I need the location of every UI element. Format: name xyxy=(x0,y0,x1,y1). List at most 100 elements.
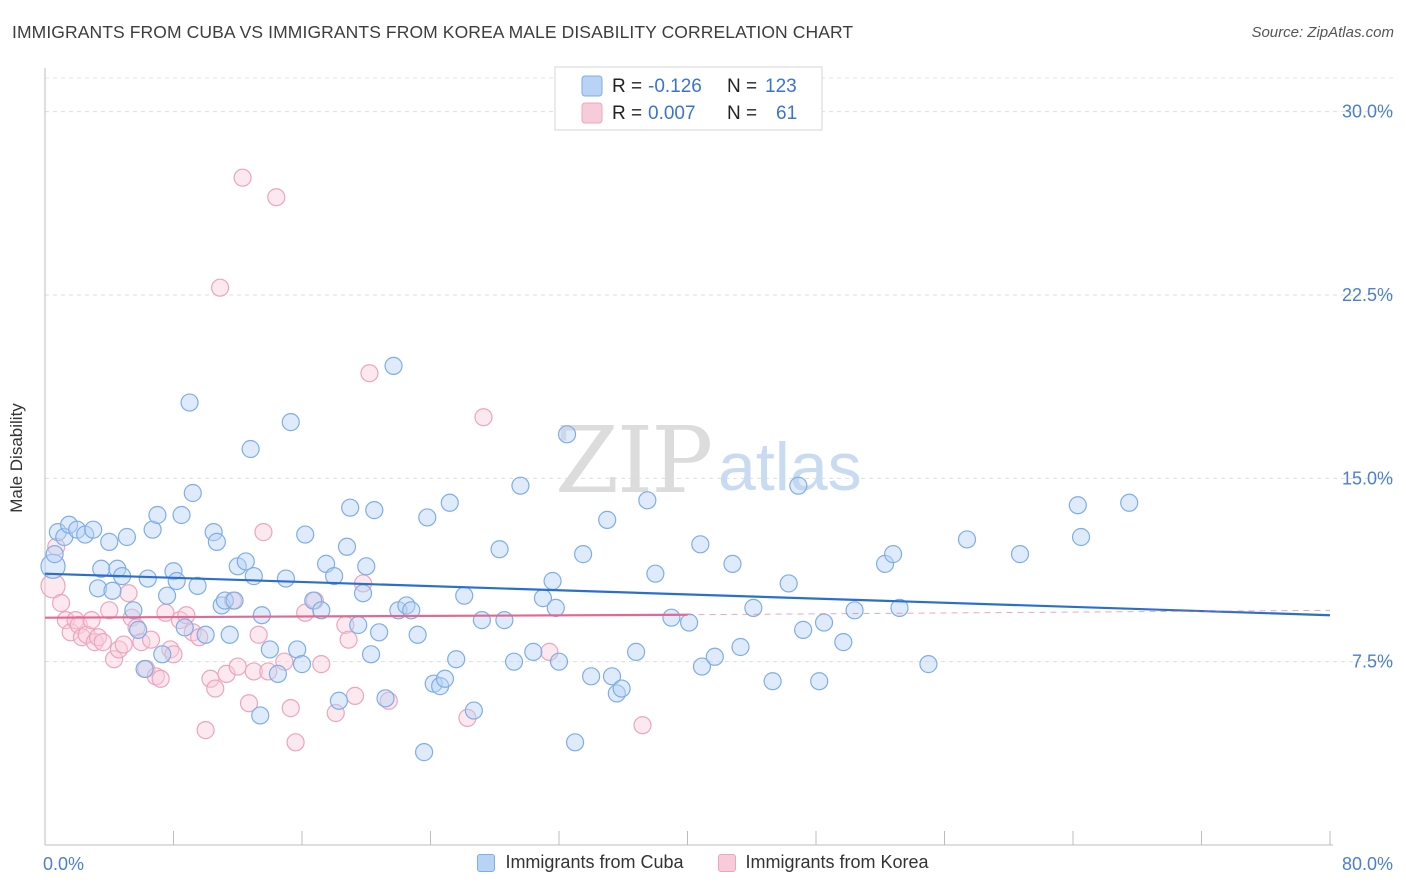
point-cuba-112 xyxy=(814,613,834,632)
bottom-legend-swatch-cuba xyxy=(477,853,496,872)
legend-r-value-korea: 0.007 xyxy=(648,103,696,124)
point-cuba-46 xyxy=(281,413,300,432)
point-cuba-70 xyxy=(418,508,437,527)
point-korea-14 xyxy=(104,650,124,669)
point-cuba-25 xyxy=(172,505,191,525)
point-korea-58 xyxy=(379,691,398,710)
point-korea-9 xyxy=(82,611,101,630)
point-cuba-86 xyxy=(546,598,565,617)
point-cuba-69 xyxy=(414,743,434,762)
point-cuba-11 xyxy=(103,581,122,600)
point-cuba-49 xyxy=(296,525,315,544)
point-cuba-89 xyxy=(565,733,585,752)
point-cuba-34 xyxy=(215,591,234,610)
point-cuba-88 xyxy=(557,425,577,444)
point-cuba-82 xyxy=(511,476,530,495)
point-cuba-31 xyxy=(204,523,223,542)
point-cuba-109 xyxy=(789,476,808,495)
legend-r-label-cuba: R = xyxy=(612,76,642,97)
trend-line-cuba xyxy=(44,572,1331,617)
point-cuba-26 xyxy=(175,618,194,637)
point-cuba-30 xyxy=(196,625,215,644)
point-cuba-79 xyxy=(490,540,509,559)
legend-n-value-korea: 61 xyxy=(776,103,797,124)
point-cuba-100 xyxy=(680,613,699,632)
point-cuba-54 xyxy=(329,691,349,710)
point-cuba-101 xyxy=(691,535,710,554)
point-cuba-76 xyxy=(455,586,474,605)
point-korea-39 xyxy=(233,168,252,187)
point-cuba-106 xyxy=(744,598,763,617)
point-cuba-90 xyxy=(573,545,593,564)
point-cuba-80 xyxy=(495,611,514,630)
point-cuba-55 xyxy=(337,537,357,556)
point-korea-5 xyxy=(66,611,85,630)
point-korea-60 xyxy=(474,408,493,427)
point-korea-59 xyxy=(458,708,477,727)
point-cuba-122 xyxy=(1071,527,1091,547)
point-cuba-32 xyxy=(207,532,226,551)
point-cuba-98 xyxy=(646,564,665,583)
point-cuba-123 xyxy=(1120,493,1139,512)
legend-n-label-cuba: N = xyxy=(727,76,757,97)
point-cuba-68 xyxy=(408,625,427,644)
point-cuba-28 xyxy=(183,483,202,503)
point-cuba-83 xyxy=(524,642,543,661)
point-cuba-19 xyxy=(143,520,162,539)
point-cuba-95 xyxy=(612,679,631,698)
point-cuba-92 xyxy=(598,510,617,529)
point-cuba-105 xyxy=(731,637,750,657)
point-cuba-91 xyxy=(582,667,601,686)
bottom-legend-swatch-korea xyxy=(717,853,736,872)
y-tick-label-1: 15.0% xyxy=(1342,468,1393,488)
trend-lines xyxy=(44,572,1331,619)
point-korea-55 xyxy=(345,686,365,705)
point-cuba-118 xyxy=(919,655,938,674)
point-korea-22 xyxy=(141,630,161,649)
point-cuba-58 xyxy=(353,584,373,603)
point-korea-48 xyxy=(286,733,305,752)
point-cuba-10 xyxy=(100,532,119,551)
point-korea-41 xyxy=(244,662,263,681)
y-tick-label-0: 7.5% xyxy=(1352,652,1393,672)
point-cuba-48 xyxy=(292,655,312,674)
point-cuba-121 xyxy=(1068,496,1087,515)
point-cuba-93 xyxy=(602,667,622,686)
point-cuba-14 xyxy=(117,527,137,547)
chart-title: IMMIGRANTS FROM CUBA VS IMMIGRANTS FROM … xyxy=(12,22,854,42)
point-cuba-57 xyxy=(349,615,368,635)
y-tick-label-3: 30.0% xyxy=(1342,102,1393,122)
trend-line-dashed-korea xyxy=(687,609,1331,616)
point-cuba-119 xyxy=(957,530,977,549)
point-korea-51 xyxy=(312,655,331,674)
point-cuba-87 xyxy=(549,652,569,671)
source-label: Source: ZipAtlas.com xyxy=(1251,24,1394,41)
point-cuba-22 xyxy=(157,586,177,605)
point-cuba-0 xyxy=(40,553,66,579)
point-cuba-44 xyxy=(268,664,288,683)
point-cuba-27 xyxy=(180,393,199,412)
point-cuba-99 xyxy=(662,608,681,627)
point-cuba-77 xyxy=(464,701,483,720)
bottom-legend: Immigrants from Cuba Immigrants from Kor… xyxy=(0,852,1406,873)
point-korea-35 xyxy=(210,278,230,297)
y-tick-label-2: 22.5% xyxy=(1342,285,1393,305)
point-cuba-7 xyxy=(84,520,103,539)
point-cuba-59 xyxy=(357,557,376,576)
watermark-atlas: atlas xyxy=(718,429,862,505)
point-cuba-73 xyxy=(435,669,455,688)
point-korea-40 xyxy=(239,694,259,713)
point-cuba-38 xyxy=(236,552,255,571)
point-korea-43 xyxy=(254,523,273,542)
y-tick-labels: 7.5% 15.0% 22.5% 30.0% xyxy=(1342,102,1393,672)
point-korea-17 xyxy=(119,584,138,603)
point-cuba-117 xyxy=(890,598,909,617)
point-korea-2 xyxy=(51,593,71,613)
point-korea-38 xyxy=(228,657,247,676)
legend-n-label-korea: N = xyxy=(727,103,757,124)
series-korea-points xyxy=(40,168,652,752)
point-korea-32 xyxy=(196,721,215,740)
legend-n-value-cuba: 123 xyxy=(765,76,797,97)
point-cuba-40 xyxy=(244,567,263,586)
